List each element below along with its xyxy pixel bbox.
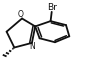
Text: N: N xyxy=(30,42,35,51)
Text: O: O xyxy=(18,10,24,19)
Text: Br: Br xyxy=(47,3,57,12)
